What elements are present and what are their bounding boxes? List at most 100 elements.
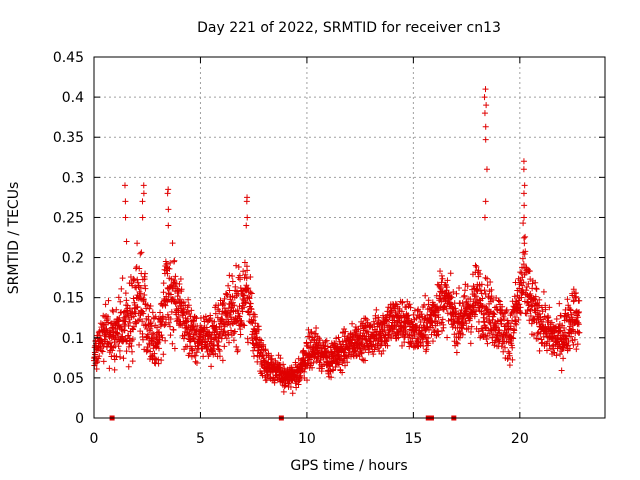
data-points xyxy=(91,86,583,421)
data-point xyxy=(447,293,454,300)
data-point xyxy=(211,345,218,352)
data-point xyxy=(147,348,154,355)
data-point xyxy=(138,249,145,256)
data-point xyxy=(248,306,255,313)
data-point xyxy=(571,336,578,343)
data-point xyxy=(453,339,460,346)
data-point xyxy=(408,318,415,325)
data-point xyxy=(341,326,348,333)
data-point xyxy=(117,323,124,330)
data-point xyxy=(555,323,562,330)
data-point xyxy=(203,324,210,331)
data-point xyxy=(370,351,377,358)
data-point xyxy=(306,333,313,340)
data-point xyxy=(364,328,371,335)
data-point xyxy=(252,320,259,327)
data-point xyxy=(98,347,105,354)
data-point xyxy=(174,287,181,294)
data-point xyxy=(193,360,200,367)
data-point xyxy=(481,94,488,101)
data-point xyxy=(533,285,540,292)
data-point xyxy=(416,314,423,321)
data-point xyxy=(262,346,269,353)
data-point xyxy=(373,306,380,313)
data-point xyxy=(243,222,250,229)
data-point xyxy=(252,313,259,320)
data-point xyxy=(248,290,255,297)
data-point xyxy=(230,337,237,344)
data-point xyxy=(528,303,535,310)
data-point xyxy=(137,284,144,291)
data-point xyxy=(313,325,320,332)
data-point xyxy=(526,268,533,275)
data-point xyxy=(363,337,370,344)
data-point xyxy=(567,307,574,314)
data-point xyxy=(93,366,100,373)
data-point xyxy=(424,323,431,330)
data-point xyxy=(575,309,582,316)
data-point xyxy=(180,310,187,317)
data-point xyxy=(123,297,130,304)
data-point xyxy=(503,306,510,313)
data-point xyxy=(221,343,228,350)
data-point xyxy=(521,214,528,221)
data-point xyxy=(510,335,517,342)
data-point xyxy=(140,182,147,189)
data-point xyxy=(422,292,429,299)
data-point xyxy=(541,313,548,320)
data-point xyxy=(113,306,120,313)
data-point xyxy=(521,202,528,209)
data-point xyxy=(483,336,490,343)
data-point xyxy=(439,316,446,323)
data-point xyxy=(406,301,413,308)
data-point xyxy=(556,300,563,307)
data-point xyxy=(144,302,151,309)
data-point xyxy=(192,352,199,359)
data-point xyxy=(467,296,474,303)
data-point xyxy=(246,295,253,302)
data-point xyxy=(308,328,315,335)
grid xyxy=(94,57,605,418)
data-point xyxy=(397,313,404,320)
data-point xyxy=(571,290,578,297)
data-point xyxy=(509,317,516,324)
data-point xyxy=(467,340,474,347)
x-tick-label: 15 xyxy=(404,431,422,447)
data-point xyxy=(140,310,147,317)
data-point xyxy=(328,374,335,381)
data-point xyxy=(142,270,149,277)
x-tick-label: 10 xyxy=(298,431,316,447)
data-point xyxy=(383,338,390,345)
data-point xyxy=(528,320,535,327)
data-point xyxy=(375,314,382,321)
data-point xyxy=(438,279,445,286)
data-point xyxy=(129,336,136,343)
data-point xyxy=(99,348,106,355)
data-point xyxy=(425,297,432,304)
data-point xyxy=(483,102,490,109)
data-point xyxy=(168,308,175,315)
data-point xyxy=(310,359,317,366)
data-point xyxy=(129,358,136,365)
data-point xyxy=(178,286,185,293)
data-point xyxy=(527,290,534,297)
data-point xyxy=(539,339,546,346)
data-point xyxy=(92,351,99,358)
data-point xyxy=(456,334,463,341)
data-point xyxy=(482,86,489,93)
data-point xyxy=(519,255,526,262)
data-point xyxy=(223,291,230,298)
data-point xyxy=(275,365,282,372)
data-point xyxy=(481,214,488,221)
x-tick-label: 5 xyxy=(196,431,205,447)
data-point xyxy=(408,332,415,339)
data-point xyxy=(241,259,248,266)
data-point xyxy=(557,327,564,334)
data-point xyxy=(533,286,540,293)
data-point xyxy=(437,268,444,275)
data-point xyxy=(468,323,475,330)
data-point xyxy=(234,346,241,353)
data-point xyxy=(511,327,518,334)
data-point xyxy=(522,248,529,255)
data-point xyxy=(116,347,123,354)
